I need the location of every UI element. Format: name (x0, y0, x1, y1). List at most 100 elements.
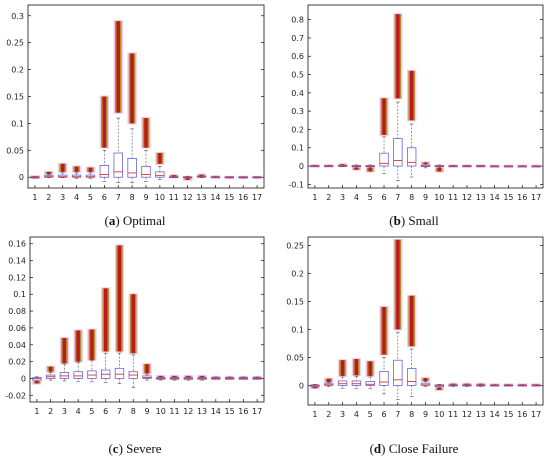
x-tick-label: 6 (102, 193, 107, 202)
outlier-core (131, 294, 135, 354)
outlier-core (103, 288, 108, 352)
outlier-core (382, 307, 386, 355)
outlier-core (368, 167, 372, 172)
box-13 (197, 374, 207, 381)
y-tick-label: -0.02 (5, 391, 26, 400)
box-9 (420, 377, 431, 387)
box-3 (57, 162, 68, 179)
x-tick-label: 16 (517, 193, 527, 202)
x-tick-label: 1 (312, 193, 317, 202)
box-5 (85, 166, 96, 179)
x-tick-label: 13 (196, 193, 206, 202)
y-tick-label: 0.1 (291, 144, 304, 153)
box-iqr (71, 174, 82, 178)
outlier-core (62, 338, 67, 364)
box-11 (169, 374, 180, 381)
box-7 (113, 20, 123, 183)
box-4 (351, 358, 362, 390)
box-2 (45, 365, 56, 381)
x-tick-label: 4 (354, 193, 359, 202)
box-4 (71, 165, 82, 179)
box-3 (337, 359, 348, 389)
x-tick-label: 13 (476, 193, 486, 202)
box-2 (44, 170, 54, 179)
box-16 (238, 375, 249, 380)
y-tick-label: 0.8 (291, 16, 304, 25)
box-8 (406, 69, 417, 178)
box-iqr (141, 166, 151, 178)
box-1 (32, 376, 42, 385)
box-4 (351, 164, 362, 171)
x-tick-label: 2 (46, 193, 51, 202)
box-3 (337, 163, 348, 168)
outlier-core (423, 162, 428, 164)
outlier-core (396, 14, 400, 99)
y-tick-label: 0.14 (8, 257, 26, 266)
x-tick-label: 3 (340, 410, 345, 419)
box-3 (59, 337, 70, 382)
box-10 (434, 164, 445, 173)
y-tick-label: 0.2 (291, 125, 304, 134)
box-1 (30, 175, 40, 180)
x-tick-label: 12 (183, 407, 193, 416)
x-tick-label: 11 (169, 407, 179, 416)
box-12 (182, 175, 193, 181)
outlier-core (35, 380, 39, 384)
outlier-core (340, 360, 345, 376)
panel-optimal: (a) Optimal 00.050.10.150.20.250.31 2 3 4 5 6… (6, 4, 265, 228)
caption-close-failure: (d) Close Failure (370, 441, 459, 456)
box-13 (476, 382, 486, 387)
box-10 (156, 374, 166, 381)
x-tick-label: 11 (169, 193, 179, 202)
outlier-core (327, 378, 331, 383)
box-iqr (406, 368, 417, 386)
box-14 (489, 383, 500, 387)
x-tick-label: 10 (434, 410, 444, 419)
box-13 (476, 164, 486, 168)
box-15 (224, 175, 235, 180)
x-tick-label: 16 (517, 410, 527, 419)
y-tick-label: 0.1 (11, 119, 24, 128)
x-tick-label: 4 (354, 410, 359, 419)
box-12 (183, 374, 193, 381)
x-tick-label: 14 (211, 407, 221, 416)
x-tick-label: 17 (252, 407, 262, 416)
box-11 (169, 174, 179, 179)
x-tick-label: 16 (238, 407, 248, 416)
box-17 (531, 164, 541, 168)
x-tick-label: 15 (224, 407, 234, 416)
outlier-core (382, 98, 386, 135)
box-iqr (337, 380, 348, 386)
y-tick-label: 0.25 (6, 39, 24, 48)
x-tick-label: 6 (103, 407, 108, 416)
x-tick-label: 7 (116, 193, 121, 202)
x-tick-label: 5 (368, 193, 373, 202)
x-tick-label: 17 (252, 193, 262, 202)
x-tick-label: 1 (312, 410, 317, 419)
x-tick-label: 10 (156, 407, 166, 416)
x-tick-label: 11 (448, 410, 458, 419)
y-tick-label: 0 (299, 162, 304, 171)
x-tick-label: 6 (381, 410, 386, 419)
x-tick-label: 14 (490, 410, 500, 419)
x-tick-label: 14 (210, 193, 220, 202)
box-2 (324, 164, 334, 168)
outlier-core (199, 174, 204, 177)
box-14 (210, 175, 221, 179)
outlier-core (185, 178, 190, 180)
box-4 (73, 329, 83, 383)
y-tick-label: 0.16 (8, 240, 26, 249)
box-9 (142, 363, 152, 381)
box-10 (434, 383, 445, 391)
box-iqr (379, 152, 389, 167)
x-tick-label: 14 (490, 193, 500, 202)
box-17 (531, 383, 541, 387)
box-6 (101, 287, 111, 383)
y-tick-label: 0.3 (11, 12, 24, 21)
box-11 (448, 382, 458, 387)
caption-small: (b) Small (389, 213, 439, 228)
box-iqr (155, 171, 165, 178)
x-tick-label: 7 (395, 410, 400, 419)
box-iqr (393, 359, 403, 386)
